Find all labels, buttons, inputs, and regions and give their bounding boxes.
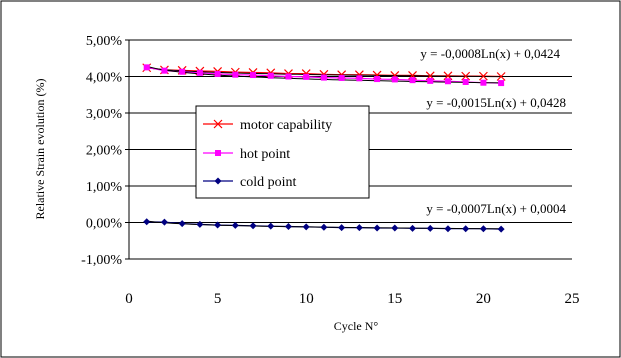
- data-point-motor: [478, 71, 488, 81]
- data-point-cold: [373, 224, 381, 232]
- data-point-hot: [444, 78, 451, 85]
- data-point-hot: [498, 80, 505, 87]
- y-tick-label: 5,00%: [86, 34, 123, 49]
- data-point-hot: [427, 77, 434, 84]
- y-tick-label: 2,00%: [86, 144, 123, 159]
- series: [142, 63, 506, 233]
- data-point-hot: [143, 64, 150, 71]
- data-point-hot: [161, 67, 168, 74]
- data-point-cold: [143, 218, 151, 226]
- axes: [125, 39, 572, 260]
- x-tick-label: 10: [299, 291, 314, 307]
- data-point-cold: [479, 225, 487, 233]
- y-tick-label: -1,00%: [81, 253, 122, 268]
- x-tick-label: 20: [476, 291, 491, 307]
- legend: motor capability hot point cold point: [195, 105, 370, 199]
- data-point-cold: [284, 223, 292, 231]
- series-cold: [143, 218, 505, 233]
- data-point-hot: [232, 71, 239, 78]
- y-tick-label: 0,00%: [86, 217, 123, 232]
- data-point-hot: [462, 78, 469, 85]
- data-point-hot: [196, 69, 203, 76]
- x-axis-label: Cycle N°: [334, 319, 379, 333]
- data-point-hot: [303, 73, 310, 80]
- annotation-hot-text: y = -0,0015Ln(x) + 0,0428: [426, 95, 566, 110]
- legend-label-hot: hot point: [240, 147, 290, 162]
- annotation-hot-bg: [376, 93, 568, 111]
- data-point-cold: [320, 223, 328, 231]
- x-tick-label: 5: [214, 291, 222, 307]
- legend-box: [195, 105, 370, 199]
- annotation-cold-text: y = -0,0007Ln(x) + 0,0004: [426, 201, 566, 216]
- data-point-cold: [391, 224, 399, 232]
- data-point-motor: [461, 71, 471, 81]
- x-tick-label: 0: [125, 291, 133, 307]
- data-point-cold: [231, 221, 239, 229]
- data-point-hot: [356, 75, 363, 82]
- data-point-cold: [409, 224, 417, 232]
- data-point-cold: [497, 225, 505, 233]
- tick-labels: -1,00% 0,00% 1,00% 2,00% 3,00% 4,00% 5,00% 0 5 10…: [81, 34, 579, 307]
- data-point-cold: [302, 223, 310, 231]
- data-point-cold: [426, 224, 434, 232]
- data-point-cold: [267, 222, 275, 230]
- data-point-hot: [391, 76, 398, 83]
- legend-marker-motor: [213, 119, 223, 129]
- annotation-motor: y = -0,0008Ln(x) + 0,0424: [376, 44, 560, 62]
- y-tick-label: 1,00%: [86, 180, 123, 195]
- data-point-hot: [250, 72, 257, 79]
- data-point-hot: [409, 77, 416, 84]
- data-point-cold: [355, 224, 363, 232]
- annotation-cold: y = -0,0007Ln(x) + 0,0004: [376, 199, 568, 217]
- legend-marker-cold: [214, 177, 222, 185]
- y-tick-label: 4,00%: [86, 71, 123, 86]
- legend-item-hot: hot point: [203, 147, 290, 162]
- data-point-cold: [249, 222, 257, 230]
- data-point-hot: [480, 79, 487, 86]
- legend-marker-hot: [215, 150, 221, 156]
- data-point-hot: [214, 70, 221, 77]
- data-point-cold: [160, 218, 168, 226]
- legend-label-motor: motor capability: [240, 118, 332, 133]
- data-point-cold: [178, 220, 186, 228]
- series-hot: [143, 64, 505, 87]
- legend-item-motor: motor capability: [203, 118, 332, 133]
- data-point-cold: [338, 224, 346, 232]
- y-axis-label: Relative Strain evolution (%): [33, 79, 47, 220]
- annotation-hot: y = -0,0015Ln(x) + 0,0428: [376, 93, 568, 111]
- x-tick-label: 15: [387, 291, 402, 307]
- data-point-hot: [179, 68, 186, 75]
- data-point-hot: [267, 72, 274, 79]
- annotation-cold-bg: [376, 199, 568, 217]
- legend-item-cold: cold point: [203, 175, 296, 190]
- x-tick-label: 25: [565, 291, 580, 307]
- data-point-cold: [214, 221, 222, 229]
- annotation-motor-bg: [376, 44, 560, 62]
- legend-label-cold: cold point: [240, 175, 296, 190]
- data-point-cold: [196, 220, 204, 228]
- data-point-motor: [496, 72, 506, 81]
- data-point-hot: [338, 74, 345, 81]
- data-point-hot: [374, 76, 381, 83]
- y-tick-label: 3,00%: [86, 107, 123, 122]
- data-point-cold: [462, 225, 470, 233]
- data-point-cold: [444, 225, 452, 233]
- data-point-hot: [320, 74, 327, 81]
- data-point-hot: [285, 73, 292, 80]
- annotation-motor-text: y = -0,0008Ln(x) + 0,0424: [420, 46, 560, 61]
